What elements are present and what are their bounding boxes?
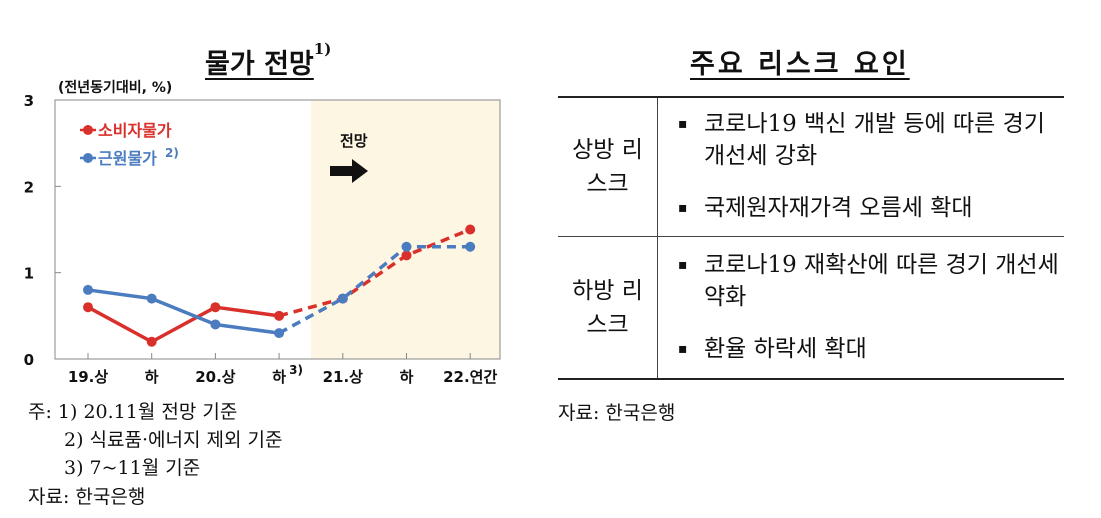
x-tick-footnote: 3)	[289, 363, 303, 377]
series-line-actual	[87, 305, 280, 344]
chart-title-text: 물가 전망	[205, 49, 314, 80]
forecast-label: 전망	[340, 132, 368, 150]
footnotes: 주: 1) 20.11월 전망 기준 2) 식료품·에너지 제외 기준 3) 7…	[28, 398, 282, 482]
series-point	[83, 302, 93, 313]
forecast-arrow	[330, 159, 368, 183]
downside-risk-item: 환율 하락세 확대	[676, 333, 1066, 365]
risk-title: 주요 리스크 요인	[690, 49, 910, 80]
series-point	[337, 293, 348, 304]
series-point	[401, 250, 412, 261]
legend-footnote: 2)	[165, 146, 179, 160]
x-tick-label: 21.상	[323, 368, 364, 386]
y-tick-label: 1	[24, 265, 34, 283]
series-point	[146, 336, 157, 347]
legend-marker	[83, 125, 93, 135]
x-tick-label: 19.상	[68, 368, 109, 386]
legend-label: 근원물가	[98, 149, 157, 168]
series-point	[274, 310, 285, 321]
series-line-forecast	[278, 227, 471, 318]
series-point	[401, 241, 412, 252]
y-tick-label: 0	[24, 351, 34, 369]
x-tick-label: 22.연간	[443, 368, 497, 386]
downside-risk-item: 코로나19 재확산에 따른 경기 개선세 약화	[676, 249, 1066, 313]
footnote-3: 3) 7~11월 기준	[64, 457, 201, 479]
footnote-1: 주: 1) 20.11월 전망 기준	[28, 401, 238, 423]
series-point	[146, 293, 157, 304]
risk-source: 자료: 한국은행	[558, 402, 676, 424]
chart-title: 물가 전망1)	[205, 40, 332, 81]
series-point	[210, 319, 221, 330]
x-tick-label: 하	[145, 368, 159, 386]
upside-risk-row: 상방 리스크 코로나19 백신 개발 등에 따른 경기 개선세 강화 국제원자재…	[558, 98, 1064, 237]
plot-frame	[54, 99, 501, 360]
x-tick-label: 하	[400, 368, 414, 386]
upside-risk-item: 국제원자재가격 오름세 확대	[676, 192, 1066, 224]
upside-risk-label: 상방 리스크	[558, 98, 658, 236]
series-line-forecast	[278, 245, 471, 335]
downside-risk-label: 하방 리스크	[558, 237, 658, 378]
y-axis-label: (전년동기대비, %)	[58, 79, 172, 96]
risk-table: 상방 리스크 코로나19 백신 개발 등에 따른 경기 개선세 강화 국제원자재…	[558, 96, 1064, 380]
upside-risk-item: 코로나19 백신 개발 등에 따른 경기 개선세 강화	[676, 108, 1066, 172]
x-tick-label: 20.상	[195, 368, 236, 386]
series-line-actual	[87, 288, 280, 335]
series-point	[465, 224, 476, 235]
footnote-2: 2) 식료품·에너지 제외 기준	[64, 429, 283, 451]
y-tick-label: 2	[24, 178, 34, 196]
series-point	[465, 241, 476, 252]
chart-title-footnote: 1)	[313, 40, 332, 58]
downside-risk-row: 하방 리스크 코로나19 재확산에 따른 경기 개선세 약화 환율 하락세 확대	[558, 237, 1064, 378]
chart-source: 자료: 한국은행	[28, 486, 146, 508]
series-point	[210, 302, 221, 313]
y-tick-label: 3	[24, 92, 34, 110]
series-point	[274, 328, 285, 339]
series-point	[83, 284, 93, 295]
legend-marker	[83, 153, 93, 163]
x-tick-label: 하	[272, 368, 286, 386]
legend-label: 소비자물가	[98, 121, 172, 140]
